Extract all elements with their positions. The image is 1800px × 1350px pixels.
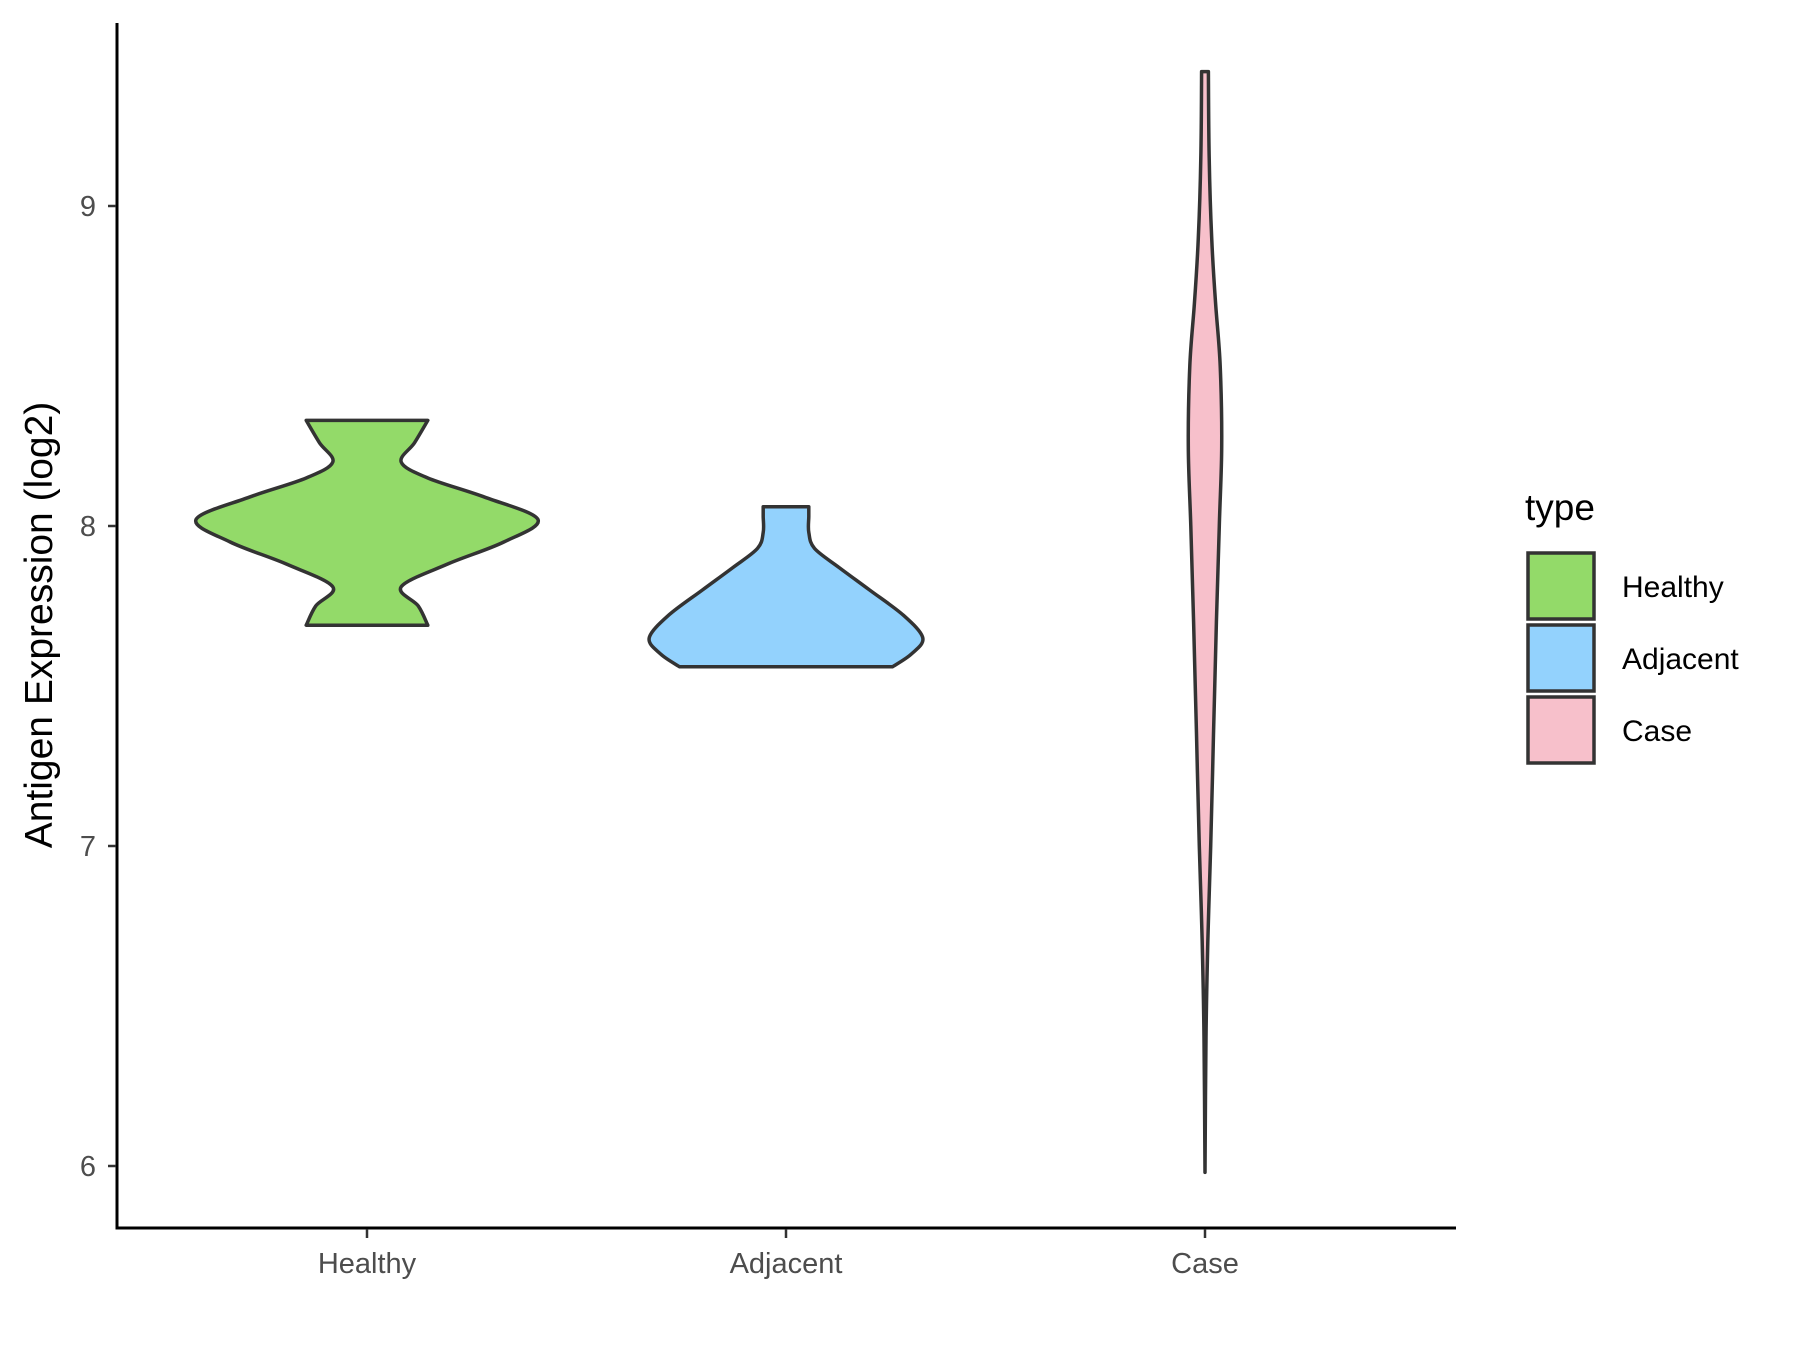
y-axis-title: Antigen Expression (log2) xyxy=(18,402,61,849)
violin-case xyxy=(1186,69,1224,1175)
violin-healthy xyxy=(194,418,540,627)
violins-layer xyxy=(194,69,1224,1175)
x-tick-label-adjacent: Adjacent xyxy=(730,1248,843,1280)
legend-key-healthy xyxy=(1526,551,1596,621)
legend-key-case xyxy=(1526,695,1596,765)
y-tick-label: 9 xyxy=(80,191,96,223)
y-ticks: 6 7 8 9 xyxy=(80,191,116,1183)
legend-label-healthy: Healthy xyxy=(1622,571,1724,604)
legend-label-case: Case xyxy=(1622,715,1692,748)
x-tick-label-case: Case xyxy=(1171,1248,1239,1280)
legend: type Healthy Adjacent Case xyxy=(1525,487,1739,765)
y-tick-label: 7 xyxy=(80,831,96,863)
x-ticks: Healthy Adjacent Case xyxy=(318,1229,1239,1280)
y-tick-label: 6 xyxy=(80,1151,96,1183)
y-tick-label: 8 xyxy=(80,511,96,543)
violin-adjacent xyxy=(647,505,925,669)
legend-title: type xyxy=(1525,487,1595,528)
legend-key-adjacent xyxy=(1526,623,1596,693)
x-tick-label-healthy: Healthy xyxy=(318,1248,417,1280)
legend-label-adjacent: Adjacent xyxy=(1622,643,1739,676)
